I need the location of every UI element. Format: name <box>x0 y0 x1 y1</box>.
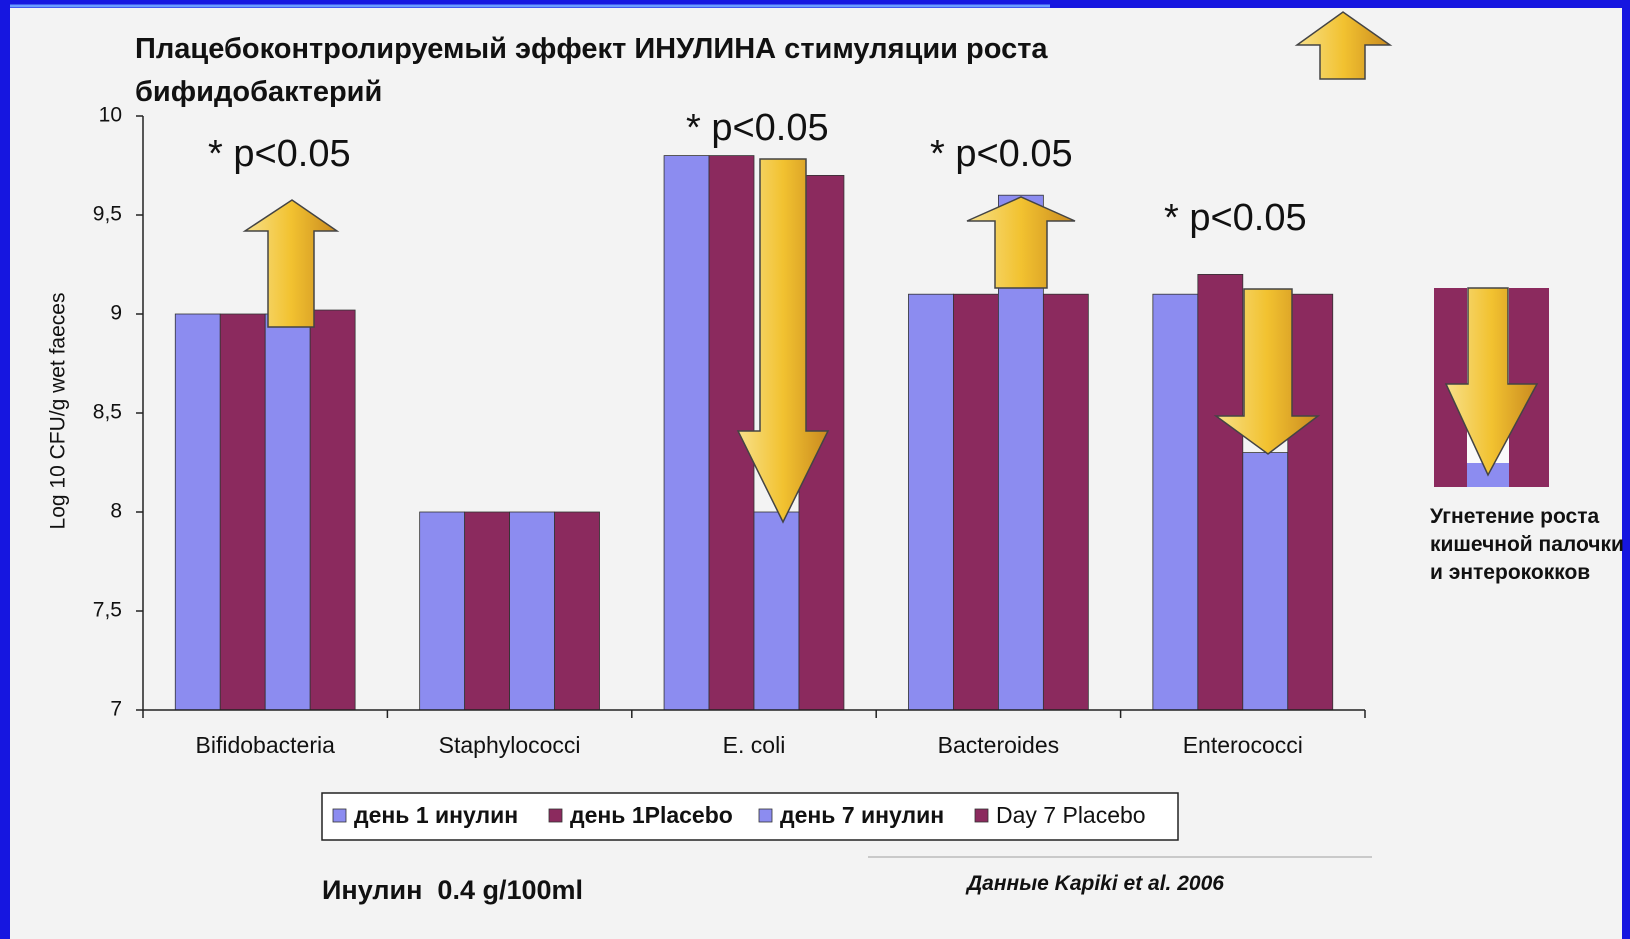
legend-label: день 7 инулин <box>780 802 944 828</box>
title: Плацебоконтролируемый эффект ИНУЛИНА сти… <box>135 28 1275 114</box>
x-tick-label: Bifidobacteria <box>196 732 336 758</box>
bar <box>908 294 953 710</box>
bar <box>175 314 220 710</box>
arrow-up <box>245 200 337 327</box>
legend-swatch <box>975 809 988 822</box>
bar <box>1288 294 1333 710</box>
bar <box>664 156 709 710</box>
bar <box>465 512 510 710</box>
source-note: Данные Kapiki et al. 2006 <box>967 872 1224 896</box>
bar <box>953 294 998 710</box>
arrow-up <box>967 197 1075 288</box>
y-tick-label: 7 <box>110 698 122 721</box>
x-tick-label: E. coli <box>723 732 786 758</box>
legend-label: день 1Placebo <box>570 802 733 828</box>
annotation: * p<0.05 <box>930 133 1073 175</box>
legend-swatch <box>549 809 562 822</box>
y-tick-label: 10 <box>99 104 122 127</box>
annotation: * p<0.05 <box>1164 197 1307 239</box>
bar <box>1043 294 1088 710</box>
y-tick-label: 8 <box>110 500 122 523</box>
bar <box>310 310 355 710</box>
bar <box>1153 294 1198 710</box>
legend-swatch <box>333 809 346 822</box>
chart: Log 10 CFU/g wet faeces 7 7,5 8 8,5 9 9,5 10 Bi… <box>0 0 1630 939</box>
y-tick-label: 7,5 <box>93 599 122 622</box>
bar <box>510 512 555 710</box>
bar <box>1198 274 1243 710</box>
x-tick-label: Enterococci <box>1183 732 1303 758</box>
bar <box>220 314 265 710</box>
x-tick-label: Staphylococci <box>439 732 581 758</box>
side-note: Угнетение роста кишечной палочки и энтер… <box>1430 503 1630 587</box>
x-tick-label: Bacteroides <box>938 732 1059 758</box>
bar <box>265 314 310 710</box>
y-tick-label: 8,5 <box>93 401 122 424</box>
legend-swatch <box>759 809 772 822</box>
bar <box>420 512 465 710</box>
y-tick-label: 9,5 <box>93 203 122 226</box>
y-tick-label: 9 <box>110 302 122 325</box>
bar <box>1243 453 1288 710</box>
legend-label: день 1 инулин <box>354 802 518 828</box>
annotation: * p<0.05 <box>208 133 351 175</box>
bar <box>555 512 600 710</box>
legend-label: Day 7 Placebo <box>996 802 1146 828</box>
arrow-up <box>1297 12 1390 79</box>
bar <box>754 512 799 710</box>
y-axis-label: Log 10 CFU/g wet faeces <box>47 293 70 530</box>
slide: Log 10 CFU/g wet faeces 7 7,5 8 8,5 9 9,5 10 Bi… <box>0 0 1630 939</box>
footer-note: Инулин 0.4 g/100ml <box>322 875 583 906</box>
